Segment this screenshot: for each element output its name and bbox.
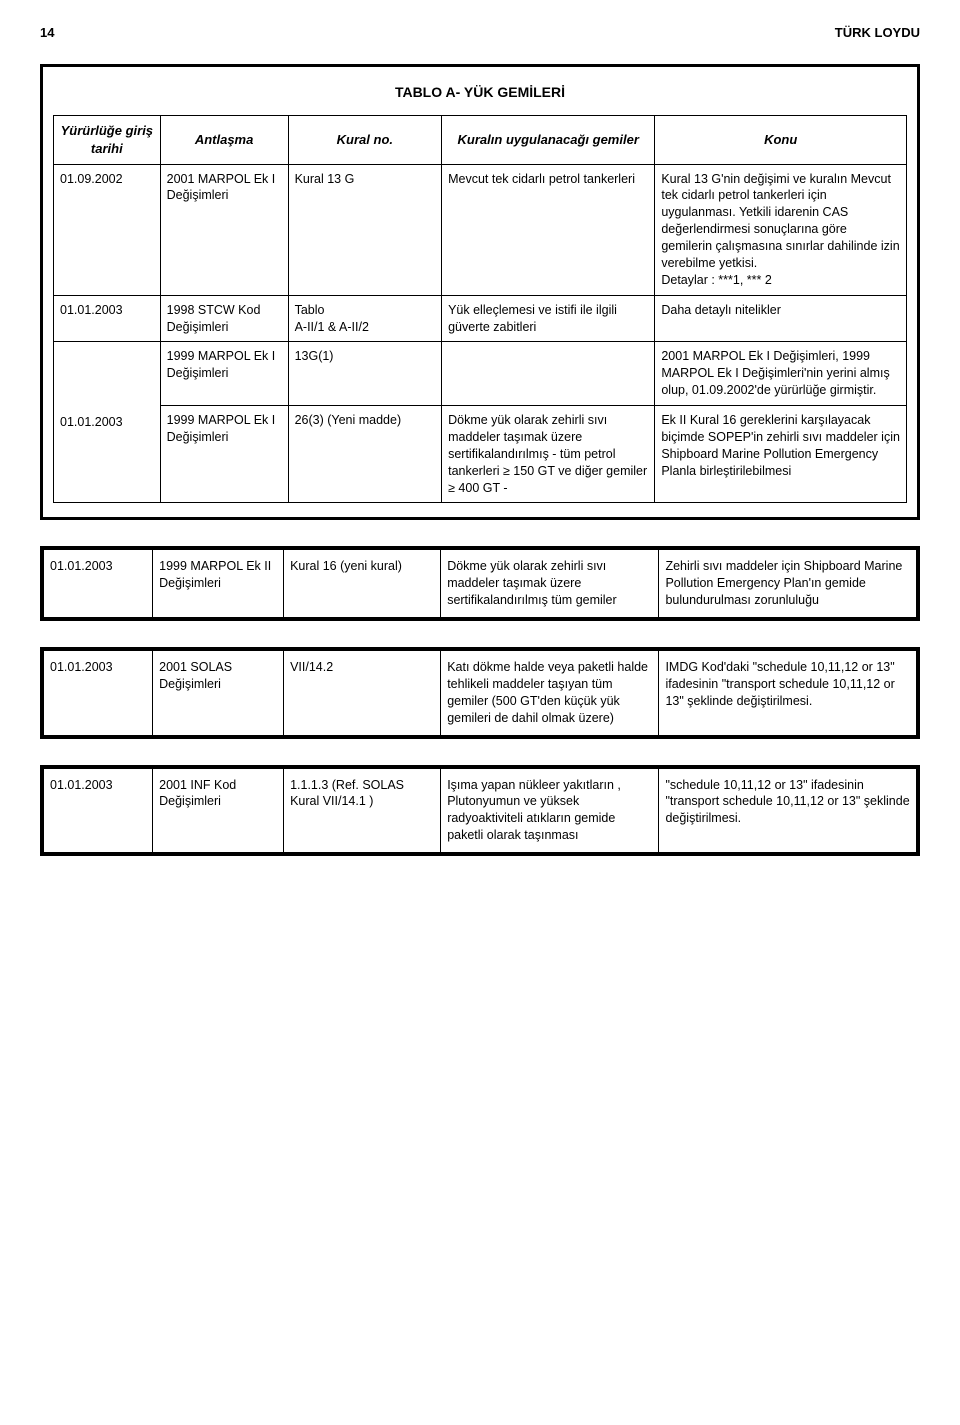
cell-gemiler xyxy=(442,342,655,406)
cell-date: 01.01.2003 xyxy=(44,651,153,736)
cell-ant: 2001 MARPOL Ek I Değişimleri xyxy=(160,164,288,295)
header-konu: Konu xyxy=(655,116,907,164)
cell-konu: Ek II Kural 16 gereklerini karşılayacak … xyxy=(655,406,907,503)
page-header: 14 TÜRK LOYDU xyxy=(40,24,920,42)
table-row: 01.01.2003 1999 MARPOL Ek II Değişimleri… xyxy=(44,550,917,618)
cell-kural: 13G(1) xyxy=(288,342,442,406)
header-date: Yürürlüğe giriş tarihi xyxy=(54,116,161,164)
cell-kural: VII/14.2 xyxy=(284,651,441,736)
cell-gemiler: Dökme yük olarak zehirli sıvı maddeler t… xyxy=(442,406,655,503)
cell-ant: 2001 INF Kod Değişimleri xyxy=(153,768,284,853)
cell-gemiler: Işıma yapan nükleer yakıtların , Plutony… xyxy=(441,768,659,853)
cell-gemiler: Katı dökme halde veya paketli halde tehl… xyxy=(441,651,659,736)
table-title: TABLO A- YÜK GEMİLERİ xyxy=(53,83,907,102)
cell-gemiler: Dökme yük olarak zehirli sıvı maddeler t… xyxy=(441,550,659,618)
cell-date: 01.01.2003 xyxy=(44,550,153,618)
table-row: 01.01.2003 2001 SOLAS Değişimleri VII/14… xyxy=(44,651,917,736)
table-row: 01.01.2003 1999 MARPOL Ek I Değişimleri … xyxy=(54,342,907,406)
single-table-2: 01.01.2003 2001 SOLAS Değişimleri VII/14… xyxy=(40,647,920,739)
cell-kural: 26(3) (Yeni madde) xyxy=(288,406,442,503)
cell-konu: Daha detaylı nitelikler xyxy=(655,295,907,342)
main-table: Yürürlüğe giriş tarihi Antlaşma Kural no… xyxy=(53,115,907,503)
table-row: 01.01.2003 1998 STCW Kod Değişimleri Tab… xyxy=(54,295,907,342)
cell-date: 01.01.2003 xyxy=(44,768,153,853)
page-brand: TÜRK LOYDU xyxy=(835,24,920,42)
cell-ant: 1999 MARPOL Ek I Değişimleri xyxy=(160,342,288,406)
header-kural: Kural no. xyxy=(288,116,442,164)
table-row: 01.01.2003 2001 INF Kod Değişimleri 1.1.… xyxy=(44,768,917,853)
cell-konu: "schedule 10,11,12 or 13" ifadesinin "tr… xyxy=(659,768,917,853)
cell-ant: 1999 MARPOL Ek I Değişimleri xyxy=(160,406,288,503)
cell-kural: Kural 16 (yeni kural) xyxy=(284,550,441,618)
cell-konu: Kural 13 G'nin değişimi ve kuralın Mevcu… xyxy=(655,164,907,295)
cell-date: 01.01.2003 xyxy=(54,342,161,503)
cell-konu: 2001 MARPOL Ek I Değişimleri, 1999 MARPO… xyxy=(655,342,907,406)
cell-date: 01.09.2002 xyxy=(54,164,161,295)
table-row: 1999 MARPOL Ek I Değişimleri 26(3) (Yeni… xyxy=(54,406,907,503)
main-table-frame: TABLO A- YÜK GEMİLERİ Yürürlüğe giriş ta… xyxy=(40,64,920,521)
cell-konu: IMDG Kod'daki "schedule 10,11,12 or 13" … xyxy=(659,651,917,736)
page-number: 14 xyxy=(40,24,54,42)
header-ant: Antlaşma xyxy=(160,116,288,164)
single-table-1: 01.01.2003 1999 MARPOL Ek II Değişimleri… xyxy=(40,546,920,621)
cell-ant: 1999 MARPOL Ek II Değişimleri xyxy=(153,550,284,618)
cell-kural: Kural 13 G xyxy=(288,164,442,295)
cell-gemiler: Yük elleçlemesi ve istifi ile ilgili güv… xyxy=(442,295,655,342)
single-table-3: 01.01.2003 2001 INF Kod Değişimleri 1.1.… xyxy=(40,765,920,857)
header-gemiler: Kuralın uygulanacağı gemiler xyxy=(442,116,655,164)
cell-kural: Tablo A-II/1 & A-II/2 xyxy=(288,295,442,342)
table-header-row: Yürürlüğe giriş tarihi Antlaşma Kural no… xyxy=(54,116,907,164)
table-row: 01.09.2002 2001 MARPOL Ek I Değişimleri … xyxy=(54,164,907,295)
cell-konu: Zehirli sıvı maddeler için Shipboard Mar… xyxy=(659,550,917,618)
cell-ant: 1998 STCW Kod Değişimleri xyxy=(160,295,288,342)
cell-gemiler: Mevcut tek cidarlı petrol tankerleri xyxy=(442,164,655,295)
cell-kural: 1.1.1.3 (Ref. SOLAS Kural VII/14.1 ) xyxy=(284,768,441,853)
cell-date: 01.01.2003 xyxy=(54,295,161,342)
cell-ant: 2001 SOLAS Değişimleri xyxy=(153,651,284,736)
